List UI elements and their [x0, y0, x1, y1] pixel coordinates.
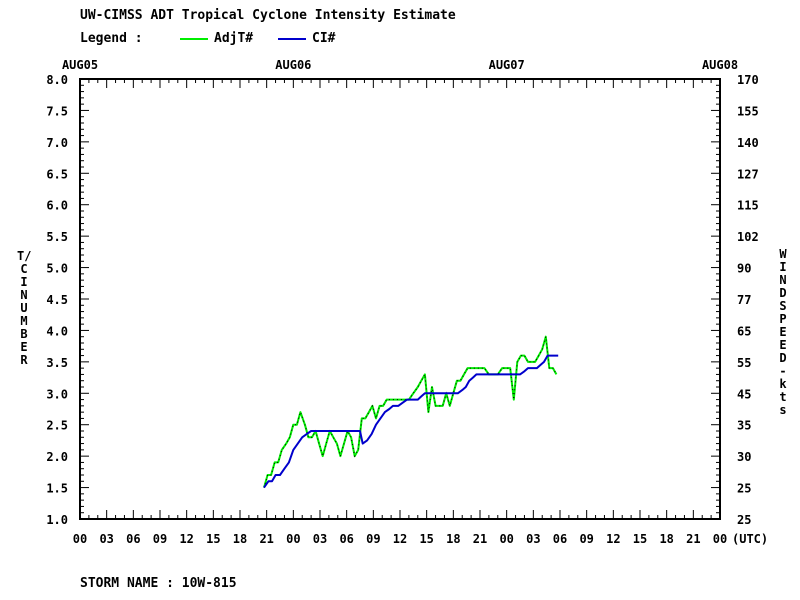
legend-item-ci: CI# [312, 31, 336, 46]
y-tick-label-right: 90 [737, 262, 751, 276]
x-tick-label: 21 [686, 532, 700, 546]
y-tick-label-right: 65 [737, 324, 751, 338]
series-dots-adjt [263, 336, 557, 488]
x-axis-unit-label: (UTC) [732, 532, 768, 546]
y-tick-label-right: 155 [737, 104, 759, 118]
x-tick-label: 12 [393, 532, 407, 546]
x-tick-label: 00 [499, 532, 513, 546]
x-tick-label: 12 [606, 532, 620, 546]
y-tick-label-left: 4.5 [46, 293, 68, 307]
y-tick-label-right: 77 [737, 293, 751, 307]
series-line-adjt [263, 335, 558, 488]
x-tick-label: 09 [579, 532, 593, 546]
x-tick-label: 12 [179, 532, 193, 546]
legend-label: Legend : [80, 31, 143, 46]
x-tick-label: 06 [553, 532, 567, 546]
storm-name: STORM NAME : 10W-815 [80, 576, 237, 591]
chart-title: UW-CIMSS ADT Tropical Cyclone Intensity … [80, 8, 456, 23]
date-label: AUG05 [62, 58, 98, 72]
date-label: AUG08 [702, 58, 738, 72]
x-tick-label: 21 [259, 532, 273, 546]
x-tick-label: 18 [233, 532, 247, 546]
x-tick-label: 09 [153, 532, 167, 546]
legend-item-adjt: AdjT# [214, 31, 254, 46]
x-tick-label: 03 [313, 532, 327, 546]
plot-frame [79, 78, 721, 520]
y-axis-label-right: WIND SPEED-kts [779, 247, 787, 417]
y-tick-label-right: 35 [737, 419, 751, 433]
x-tick-label: 15 [419, 532, 433, 546]
x-tick-label: 06 [126, 532, 140, 546]
y-tick-label-left: 3.0 [46, 387, 68, 401]
x-tick-label: 00 [713, 532, 727, 546]
y-tick-label-left: 2.0 [46, 450, 68, 464]
y-tick-label-left: 8.0 [46, 73, 68, 87]
y-tick-label-right: 25 [737, 482, 751, 496]
y-tick-label-right: 115 [737, 199, 759, 213]
y-tick-label-right: 45 [737, 387, 751, 401]
x-tick-label: 06 [339, 532, 353, 546]
y-tick-label-right: 30 [737, 450, 751, 464]
y-axis-label-left: T/CI NUMBER [17, 249, 32, 367]
y-tick-label-left: 5.5 [46, 230, 68, 244]
y-tick-label-right: 102 [737, 230, 759, 244]
y-tick-label-left: 7.0 [46, 136, 68, 150]
legend-swatch-adjt [180, 38, 208, 40]
y-tick-label-right: 25 [737, 513, 751, 527]
y-tick-label-left: 6.0 [46, 199, 68, 213]
x-tick-label: 00 [73, 532, 87, 546]
y-tick-label-left: 1.5 [46, 482, 68, 496]
y-tick-label-left: 4.0 [46, 324, 68, 338]
y-tick-label-left: 2.5 [46, 419, 68, 433]
x-tick-label: 15 [206, 532, 220, 546]
y-tick-label-right: 140 [737, 136, 759, 150]
x-tick-label: 09 [366, 532, 380, 546]
x-tick-label: 00 [286, 532, 300, 546]
y-tick-label-right: 170 [737, 73, 759, 87]
date-label: AUG06 [275, 58, 311, 72]
x-tick-label: 21 [473, 532, 487, 546]
y-tick-label-left: 1.0 [46, 513, 68, 527]
y-tick-label-right: 127 [737, 167, 759, 181]
series-line-ci [263, 354, 559, 489]
date-label: AUG07 [489, 58, 525, 72]
x-tick-label: 15 [633, 532, 647, 546]
legend-swatch-ci [278, 38, 306, 40]
x-tick-label: 03 [526, 532, 540, 546]
y-tick-label-right: 55 [737, 356, 751, 370]
y-tick-label-left: 6.5 [46, 167, 68, 181]
y-tick-label-left: 5.0 [46, 262, 68, 276]
x-tick-label: 18 [446, 532, 460, 546]
x-tick-label: 03 [99, 532, 113, 546]
x-tick-label: 18 [659, 532, 673, 546]
y-tick-label-left: 3.5 [46, 356, 68, 370]
y-tick-label-left: 7.5 [46, 104, 68, 118]
